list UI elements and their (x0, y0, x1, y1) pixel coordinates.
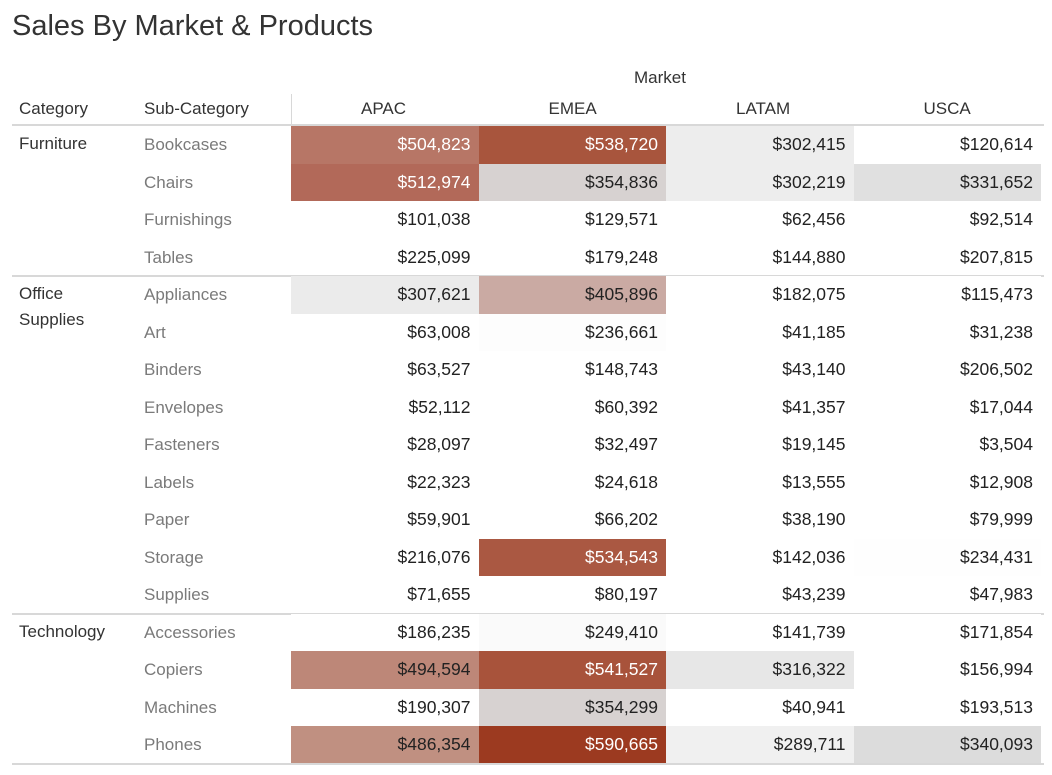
table-cell: $316,322 (666, 651, 854, 689)
column-header-apac: APAC (361, 99, 407, 118)
sub-category-label: Binders (144, 360, 202, 379)
table-cell: $40,941 (666, 688, 854, 726)
table-cell: $63,527 (291, 351, 479, 389)
table-cell: $28,097 (291, 426, 479, 464)
table-cell: $52,112 (291, 388, 479, 426)
category-label: Office Supplies (19, 284, 85, 329)
table-cell: $354,836 (478, 163, 666, 201)
table-cell: $32,497 (478, 426, 666, 464)
sub-category-label: Bookcases (144, 135, 228, 154)
table-cell: $405,896 (478, 276, 666, 314)
table-cell: $225,099 (291, 238, 479, 276)
table-cell: $331,652 (853, 163, 1041, 201)
table-cell: $12,908 (853, 463, 1041, 501)
sub-category-label: Envelopes (144, 397, 224, 417)
table-cell: $193,513 (853, 688, 1041, 726)
table-cell: $59,901 (291, 501, 479, 539)
table-cell: $206,502 (853, 351, 1041, 389)
table-cell: $494,594 (291, 651, 479, 689)
table-cell: $216,076 (291, 538, 479, 576)
table-cell: $38,190 (666, 501, 854, 539)
category-label: Furniture (19, 134, 88, 153)
sub-category-label: Art (144, 322, 166, 342)
column-header-latam: LATAM (736, 99, 791, 118)
table-cell: $22,323 (291, 463, 479, 501)
table-cell: $302,219 (666, 163, 854, 201)
table-cell: $47,983 (853, 576, 1041, 614)
table-cell: $79,999 (853, 501, 1041, 539)
table-cell: $234,431 (853, 538, 1041, 576)
table-cell: $17,044 (853, 388, 1041, 426)
table-cell: $534,543 (478, 538, 666, 576)
column-header-usca: USCA (923, 99, 971, 118)
table-cell: $66,202 (478, 501, 666, 539)
table-cell: $19,145 (666, 426, 854, 464)
table-cell: $190,307 (291, 688, 479, 726)
header-divider (12, 124, 1044, 126)
table-cell: $179,248 (478, 238, 666, 276)
table-cell: $207,815 (853, 238, 1041, 276)
table-cell: $41,185 (666, 313, 854, 351)
table-cell: $354,299 (478, 688, 666, 726)
table-cell: $120,614 (853, 126, 1041, 164)
table-cell: $141,739 (666, 613, 854, 651)
chart-title: Sales By Market & Products (12, 10, 374, 42)
table-cell: $24,618 (478, 463, 666, 501)
table-cell: $541,527 (478, 651, 666, 689)
market-header: Market (634, 68, 686, 87)
sub-category-header: Sub-Category (144, 99, 249, 118)
sub-category-label: Appliances (144, 285, 228, 304)
table-cell: $80,197 (478, 576, 666, 614)
sub-category-label: Paper (144, 510, 190, 529)
table-cell: $182,075 (666, 276, 854, 314)
table-cell: $144,880 (666, 238, 854, 276)
table-cell: $512,974 (291, 163, 479, 201)
sub-category-label: Chairs (144, 172, 194, 192)
table-cell: $41,357 (666, 388, 854, 426)
table-cell: $13,555 (666, 463, 854, 501)
table-cell: $71,655 (291, 576, 479, 614)
sub-category-label: Furnishings (144, 210, 232, 229)
table-cell: $43,239 (666, 576, 854, 614)
table-cell: $302,415 (666, 126, 854, 164)
sub-category-label: Tables (144, 247, 194, 267)
table-cell: $129,571 (478, 201, 666, 239)
sub-category-label: Storage (144, 547, 204, 567)
table-cell: $504,823 (291, 126, 479, 164)
table-cell: $101,038 (291, 201, 479, 239)
table-cell: $340,093 (853, 726, 1041, 764)
category-header: Category (19, 99, 88, 118)
table-cell: $249,410 (478, 613, 666, 651)
category-label: Technology (19, 621, 106, 641)
table-cell: $60,392 (478, 388, 666, 426)
table-cell: $3,504 (853, 426, 1041, 464)
table-cell: $156,994 (853, 651, 1041, 689)
table-cell: $148,743 (478, 351, 666, 389)
table-cell: $142,036 (666, 538, 854, 576)
table-cell: $590,665 (478, 726, 666, 764)
sub-category-label: Labels (144, 472, 195, 492)
sub-category-label: Accessories (144, 622, 236, 642)
table-cell: $186,235 (291, 613, 479, 651)
table-cell: $236,661 (478, 313, 666, 351)
sub-category-label: Copiers (144, 660, 203, 679)
sub-category-label: Supplies (144, 585, 210, 604)
table-cell: $486,354 (291, 726, 479, 764)
sub-category-label: Fasteners (144, 435, 220, 454)
table-cell: $538,720 (478, 126, 666, 164)
table-cell: $92,514 (853, 201, 1041, 239)
table-cell: $115,473 (853, 276, 1041, 314)
table-cell: $43,140 (666, 351, 854, 389)
sub-category-label: Phones (144, 735, 202, 754)
table-cell: $31,238 (853, 313, 1041, 351)
column-header-emea: EMEA (548, 99, 597, 118)
group-divider (12, 762, 1044, 765)
table-cell: $63,008 (291, 313, 479, 351)
table-cell: $307,621 (291, 276, 479, 314)
sub-category-label: Machines (144, 697, 217, 717)
table-cell: $171,854 (853, 613, 1041, 651)
table-cell: $62,456 (666, 201, 854, 239)
table-cell: $289,711 (666, 726, 854, 764)
